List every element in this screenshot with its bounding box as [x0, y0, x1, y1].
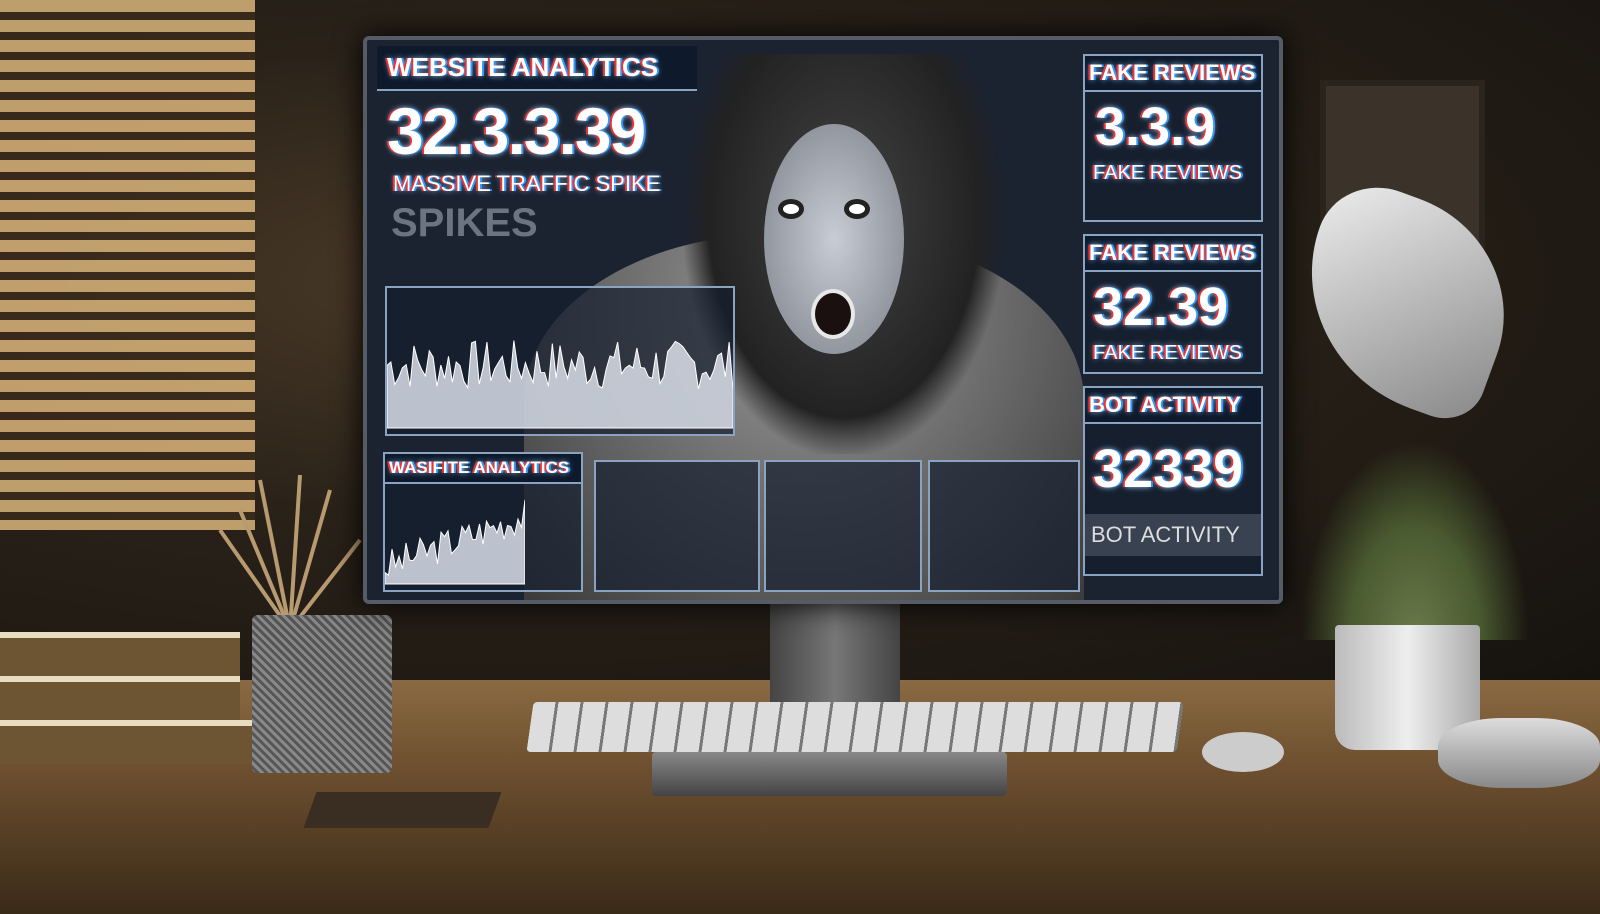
- data-table: [594, 460, 760, 592]
- traffic-value: 32.3.3.39: [387, 94, 646, 168]
- monitor-base: [652, 752, 1007, 796]
- panel-label: FAKE REVIEWS: [1093, 342, 1242, 364]
- panel-label: BOT ACTIVITY: [1085, 514, 1261, 556]
- spike-area: [387, 340, 733, 429]
- book: [0, 676, 240, 720]
- fake-reviews-panel: FAKE REVIEWS 32.39 FAKE REVIEWS: [1083, 234, 1263, 374]
- panel-label: FAKE REVIEWS: [1093, 162, 1242, 184]
- bottom-analytics-panel: WASIFITE ANALYTICS: [383, 452, 583, 592]
- pencil-cup: [252, 615, 392, 773]
- eye: [778, 199, 804, 219]
- open-mouth: [811, 289, 855, 339]
- fake-reviews-value: 32.39: [1093, 277, 1229, 337]
- bot-activity-value: 32339: [1093, 439, 1244, 499]
- plant: [1300, 440, 1530, 640]
- website-analytics-panel: WEBSITE ANALYTICS 32.3.3.39 MASSIVE TRAF…: [377, 46, 697, 250]
- panel-title: WASIFITE ANALYTICS: [385, 454, 581, 484]
- window-blinds: [0, 0, 255, 530]
- mouse[interactable]: [1202, 732, 1284, 772]
- data-table: [764, 460, 922, 592]
- keyboard[interactable]: [526, 702, 1184, 752]
- mini-area-chart: [385, 499, 525, 585]
- faded-label: SPIKES: [391, 201, 538, 245]
- fake-reviews-panel: FAKE REVIEWS 3.3.9 FAKE REVIEWS: [1083, 54, 1263, 222]
- lamp-base: [1438, 718, 1600, 788]
- phone: [303, 792, 502, 828]
- data-table: [928, 460, 1080, 592]
- right-panels: FAKE REVIEWS 3.3.9 FAKE REVIEWS FAKE REV…: [1083, 54, 1263, 576]
- spike-area: [385, 499, 525, 585]
- fake-reviews-value: 3.3.9: [1095, 97, 1216, 157]
- panel-title: BOT ACTIVITY: [1085, 388, 1261, 424]
- panel-title: WEBSITE ANALYTICS: [377, 46, 697, 91]
- traffic-chart: [385, 286, 735, 436]
- eye: [844, 199, 870, 219]
- book: [0, 720, 255, 764]
- book: [0, 632, 240, 676]
- pencils: [218, 474, 362, 630]
- monitor-screen: WEBSITE ANALYTICS 32.3.3.39 MASSIVE TRAF…: [363, 36, 1283, 604]
- panel-title: FAKE REVIEWS: [1085, 236, 1261, 272]
- panel-title: FAKE REVIEWS: [1085, 56, 1261, 92]
- traffic-spike-line: [387, 340, 733, 429]
- traffic-subtitle: MASSIVE TRAFFIC SPIKE: [393, 171, 661, 196]
- bot-activity-panel: BOT ACTIVITY 32339 BOT ACTIVITY: [1083, 386, 1263, 576]
